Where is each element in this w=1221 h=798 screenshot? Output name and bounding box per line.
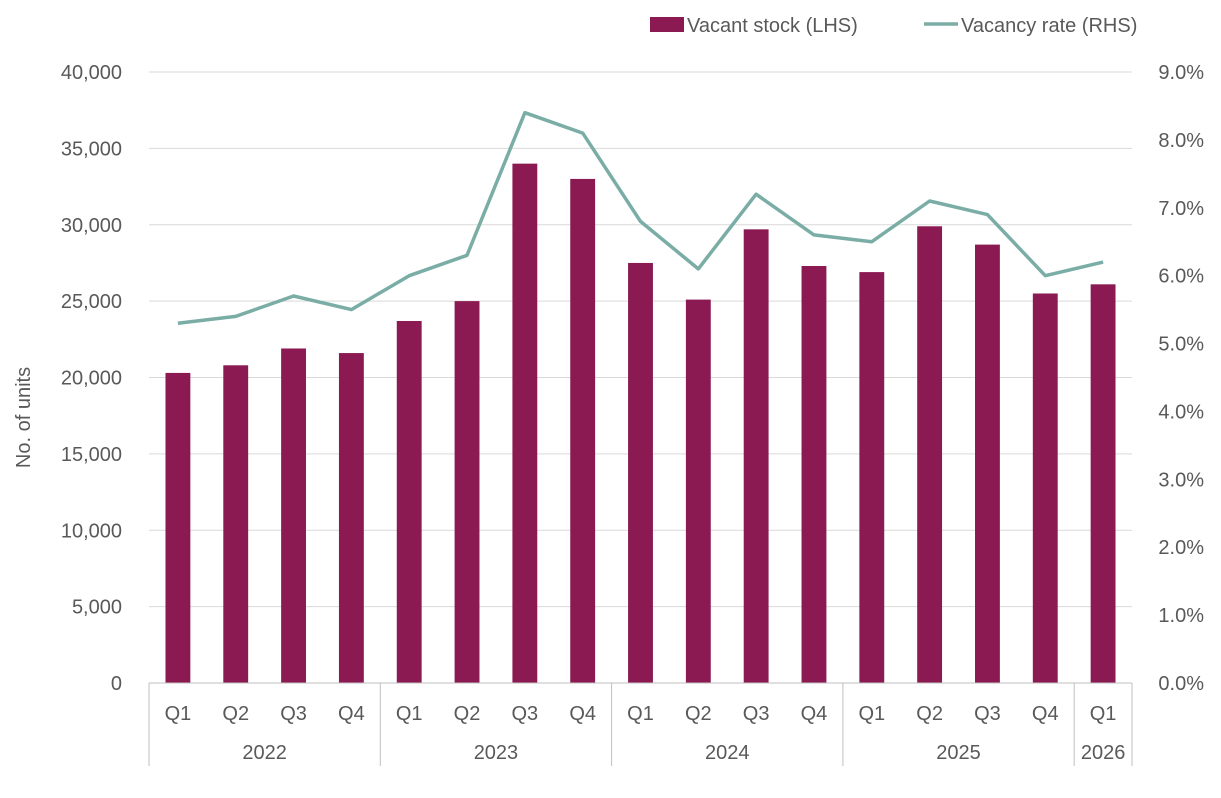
bar xyxy=(454,301,480,683)
bar xyxy=(338,353,364,683)
category-label: Q4 xyxy=(338,703,365,725)
left-tick-label: 0 xyxy=(111,673,122,695)
bar xyxy=(281,348,306,683)
legend-swatch-bar xyxy=(650,17,684,32)
y-axis-title: No. of units xyxy=(13,367,35,468)
bar xyxy=(165,372,191,683)
year-label: 2024 xyxy=(705,742,750,764)
category-label: Q3 xyxy=(974,703,1001,725)
bar xyxy=(1090,284,1116,683)
right-tick-label: 1.0% xyxy=(1158,605,1204,627)
right-tick-label: 8.0% xyxy=(1158,130,1204,152)
category-label: Q1 xyxy=(858,703,885,725)
right-tick-label: 7.0% xyxy=(1158,198,1204,220)
left-tick-label: 30,000 xyxy=(61,215,122,237)
left-tick-label: 35,000 xyxy=(61,138,122,160)
left-tick-label: 25,000 xyxy=(61,291,122,313)
bar xyxy=(570,178,596,684)
series-line xyxy=(177,110,1104,325)
category-label: Q1 xyxy=(627,703,654,725)
bar xyxy=(743,229,769,683)
year-label: 2026 xyxy=(1081,742,1126,764)
category-label: Q1 xyxy=(1090,703,1117,725)
right-tick-label: 4.0% xyxy=(1158,401,1204,423)
left-tick-label: 15,000 xyxy=(61,444,122,466)
right-tick-label: 0.0% xyxy=(1158,673,1204,695)
category-label: Q2 xyxy=(916,703,943,725)
bar xyxy=(801,265,827,683)
bar xyxy=(859,272,885,683)
category-label: Q2 xyxy=(685,703,712,725)
category-label: Q3 xyxy=(743,703,770,725)
category-label: Q1 xyxy=(396,703,423,725)
bar xyxy=(685,299,711,683)
bar xyxy=(223,365,249,683)
year-label: 2023 xyxy=(474,742,519,764)
left-tick-label: 5,000 xyxy=(72,597,122,619)
category-label: Q4 xyxy=(1032,703,1059,725)
left-tick-label: 20,000 xyxy=(61,368,122,390)
category-label: Q2 xyxy=(222,703,249,725)
year-label: 2025 xyxy=(936,742,981,764)
bar xyxy=(396,320,422,683)
bar xyxy=(628,262,653,683)
category-label: Q4 xyxy=(801,703,828,725)
bar xyxy=(1032,293,1058,683)
right-tick-label: 5.0% xyxy=(1158,334,1204,356)
right-tick-label: 3.0% xyxy=(1158,469,1204,491)
legend-label: Vacancy rate (RHS) xyxy=(961,15,1137,37)
bar xyxy=(917,226,943,683)
right-tick-label: 9.0% xyxy=(1158,62,1204,84)
left-tick-label: 10,000 xyxy=(61,520,122,542)
right-tick-label: 2.0% xyxy=(1158,537,1204,559)
bar xyxy=(512,163,538,683)
right-tick-label: 6.0% xyxy=(1158,266,1204,288)
category-label: Q2 xyxy=(454,703,481,725)
bar xyxy=(975,244,1000,684)
category-label: Q4 xyxy=(569,703,596,725)
category-label: Q3 xyxy=(280,703,307,725)
left-tick-label: 40,000 xyxy=(61,62,122,84)
legend-label: Vacant stock (LHS) xyxy=(687,15,858,37)
category-label: Q1 xyxy=(165,703,192,725)
category-label: Q3 xyxy=(512,703,539,725)
year-label: 2022 xyxy=(242,742,287,764)
